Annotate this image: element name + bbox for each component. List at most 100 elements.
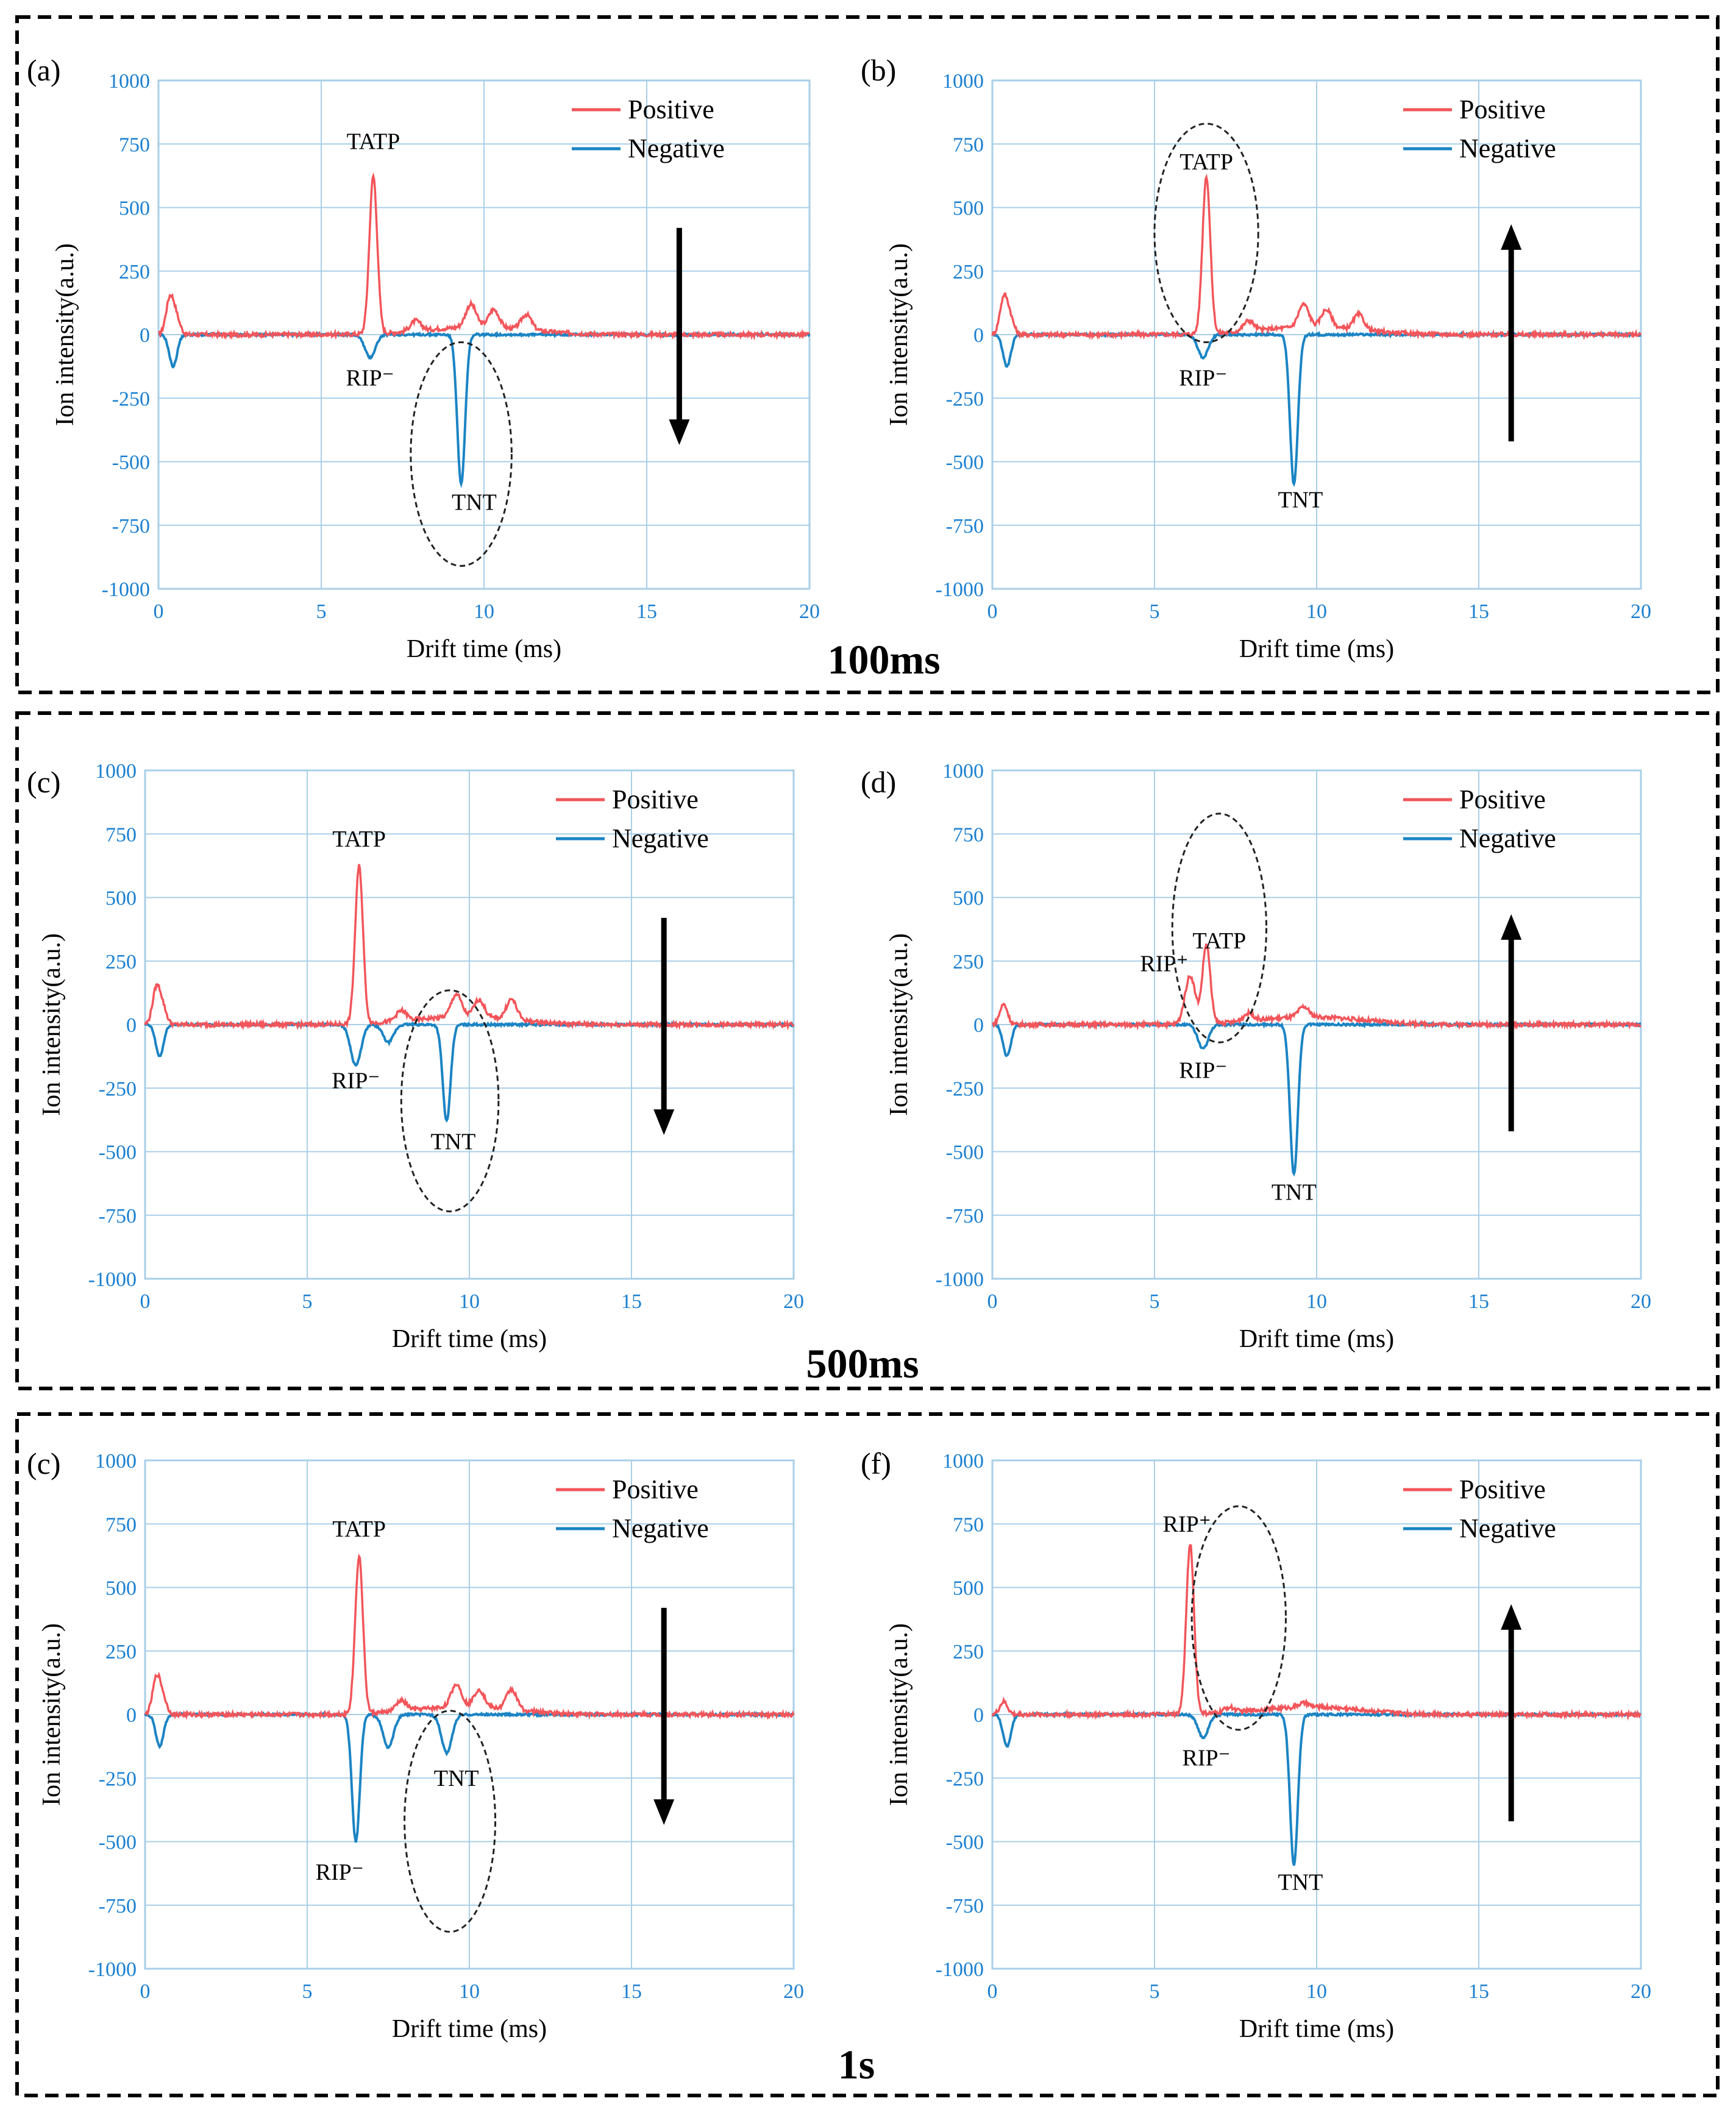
group-frame [15, 711, 1720, 1390]
x-tick-label: 5 [1150, 1290, 1160, 1313]
y-tick-label: 1000 [942, 1450, 984, 1473]
x-tick-label: 5 [1150, 1980, 1160, 2003]
y-tick-label: 750 [953, 133, 984, 156]
peak-annotation: TNT [452, 490, 497, 516]
positive-series-line [144, 864, 795, 1031]
peak-annotation: RIP⁻ [316, 1860, 364, 1885]
y-tick-label: 500 [119, 197, 150, 220]
y-tick-label: -500 [946, 1142, 984, 1164]
y-tick-label: 500 [105, 887, 137, 910]
y-tick-label: -750 [946, 1895, 984, 1918]
legend-label-positive: Positive [1459, 1474, 1546, 1504]
legend-label-positive: Positive [1459, 784, 1546, 814]
chart-panel: 0 5 10 15 20 1000 750 500 250 0 -250 -500 -750 -1000 D… [27, 1446, 804, 2043]
highlight-ellipse [1171, 812, 1268, 1043]
positive-series-line [992, 943, 1642, 1031]
y-tick-label: 750 [105, 823, 137, 846]
panel-label: (c) [27, 765, 61, 799]
panel-label: (d) [861, 765, 896, 799]
x-tick-label: 15 [1468, 1980, 1489, 2003]
y-tick-label: -250 [946, 1078, 984, 1100]
y-tick-label: 500 [105, 1577, 137, 1600]
x-tick-label: 15 [621, 1980, 642, 2003]
y-tick-label: 250 [119, 261, 150, 283]
group-label: 1s [838, 2041, 875, 2088]
arrow-up-icon [1501, 914, 1522, 940]
y-tick-label: 500 [953, 1577, 984, 1600]
y-tick-label: 1000 [108, 70, 150, 93]
highlight-ellipse [404, 1710, 497, 1933]
y-tick-label: 1000 [95, 760, 137, 783]
x-tick-label: 10 [474, 600, 494, 623]
chart-panel: 0 5 10 15 20 1000 750 500 250 0 -250 -500 -750 -1000 D… [861, 53, 1651, 663]
x-tick-label: 15 [636, 600, 657, 623]
y-tick-label: -750 [112, 515, 150, 538]
x-tick-label: 10 [1306, 600, 1327, 623]
y-tick-label: 0 [973, 1014, 984, 1037]
peak-annotation: RIP⁺ [1163, 1512, 1211, 1537]
y-tick-label: 1000 [942, 70, 984, 93]
y-axis-title: Ion intensity(a.u.) [885, 933, 913, 1116]
positive-series-line [991, 1543, 1642, 1721]
y-tick-label: -750 [946, 515, 984, 538]
legend-label-negative: Negative [628, 133, 725, 163]
peak-annotation: RIP⁻ [346, 365, 394, 391]
x-axis-title: Drift time (ms) [1239, 2015, 1394, 2043]
y-tick-label: -500 [946, 452, 984, 474]
y-tick-label: 1000 [95, 1450, 137, 1473]
highlight-ellipse [410, 341, 513, 567]
peak-annotation: RIP⁻ [1179, 1058, 1227, 1084]
y-axis-title: Ion intensity(a.u.) [38, 933, 66, 1116]
arrow-down-icon [653, 1109, 675, 1136]
y-tick-label: 250 [953, 1641, 984, 1663]
y-tick-label: 1000 [942, 760, 984, 783]
y-tick-label: -250 [112, 388, 150, 410]
x-tick-label: 10 [1306, 1290, 1327, 1313]
group-label: 500ms [806, 1340, 919, 1387]
x-tick-label: 20 [799, 600, 820, 623]
y-tick-label: 250 [953, 261, 984, 283]
panel-label: (c) [27, 1446, 61, 1480]
peak-annotation: TNT [1278, 488, 1323, 513]
y-tick-label: 250 [105, 951, 137, 973]
y-tick-label: -500 [99, 1142, 137, 1164]
y-tick-label: -500 [112, 452, 150, 474]
legend-label-positive: Positive [1459, 94, 1546, 124]
legend-label-negative: Negative [612, 823, 709, 853]
peak-annotation: RIP⁻ [1183, 1745, 1231, 1771]
y-axis-title: Ion intensity(a.u.) [885, 1623, 913, 1806]
y-axis-title: Ion intensity(a.u.) [51, 243, 79, 426]
y-tick-label: -750 [946, 1205, 984, 1228]
y-tick-label: -750 [99, 1895, 137, 1918]
peak-annotation: RIP⁺ [1140, 951, 1188, 976]
peak-annotation: TNT [1278, 1870, 1323, 1896]
y-tick-label: -250 [99, 1768, 137, 1790]
x-tick-label: 15 [621, 1290, 642, 1313]
y-tick-label: -500 [946, 1832, 984, 1854]
highlight-ellipse [1153, 123, 1259, 344]
y-tick-label: 250 [953, 951, 984, 973]
x-tick-label: 5 [316, 600, 327, 623]
peak-annotation: RIP⁻ [1179, 365, 1227, 391]
x-tick-label: 0 [140, 1290, 151, 1313]
y-tick-label: 0 [973, 324, 984, 347]
y-tick-label: -750 [99, 1205, 137, 1228]
y-tick-label: -250 [946, 1768, 984, 1790]
x-axis-title: Drift time (ms) [407, 635, 561, 663]
highlight-ellipse [400, 989, 500, 1212]
y-tick-label: 0 [126, 1014, 137, 1037]
y-tick-label: -1000 [88, 1958, 137, 1981]
x-tick-label: 10 [459, 1980, 480, 2003]
x-tick-label: 0 [987, 1290, 998, 1313]
x-tick-label: 5 [1150, 600, 1160, 623]
x-tick-label: 0 [987, 1980, 998, 2003]
chart-panel: 0 5 10 15 20 1000 750 500 250 0 -250 -500 -750 -1000 D… [861, 1446, 1651, 2043]
arrow-down-icon [653, 1799, 675, 1825]
peak-annotation: TNT [430, 1129, 475, 1154]
legend-label-negative: Negative [1459, 133, 1556, 163]
group-label: 100ms [827, 636, 940, 683]
x-tick-label: 20 [783, 1290, 804, 1313]
x-axis-title: Drift time (ms) [1239, 1325, 1394, 1353]
peak-annotation: TATP [1193, 928, 1247, 954]
y-tick-label: 0 [140, 324, 150, 347]
